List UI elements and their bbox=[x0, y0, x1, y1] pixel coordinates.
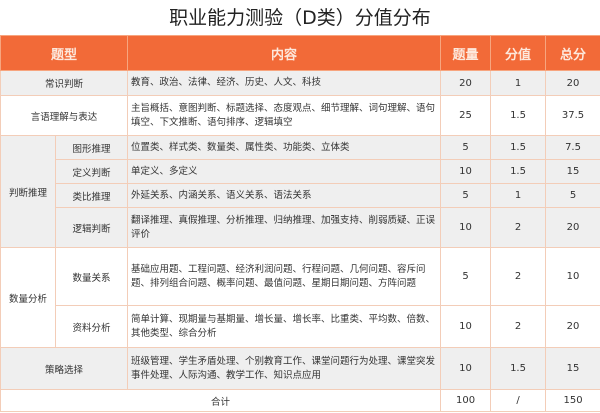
row-count: 5 bbox=[440, 247, 492, 306]
row-count: 25 bbox=[440, 95, 492, 136]
row-total: 10 bbox=[545, 247, 600, 306]
table-row: 常识判断 教育、政治、法律、经济、历史、人文、科技 20 1 20 bbox=[0, 70, 600, 96]
row-content: 主旨概括、意图判断、标题选择、态度观点、细节理解、词句理解、语句填空、下文推断、… bbox=[127, 95, 442, 136]
row-count: 20 bbox=[440, 70, 492, 96]
row-type: 常识判断 bbox=[0, 70, 129, 96]
row-content: 外延关系、内涵关系、语义关系、语法关系 bbox=[127, 183, 442, 208]
row-total: 5 bbox=[545, 183, 600, 208]
table-row: 策略选择 班级管理、学生矛盾处理、个别教育工作、课堂问题行为处理、课堂突发事件处… bbox=[0, 347, 600, 390]
table-row: 定义判断 单定义、多定义 10 1.5 15 bbox=[1, 159, 600, 184]
row-count: 10 bbox=[440, 347, 492, 390]
row-content: 教育、政治、法律、经济、历史、人文、科技 bbox=[127, 70, 442, 96]
row-score: 1.5 bbox=[490, 135, 547, 160]
row-score: 1.5 bbox=[490, 347, 547, 390]
row-total: 7.5 bbox=[545, 135, 600, 160]
row-count: 5 bbox=[440, 135, 492, 160]
footer-label: 合计 bbox=[0, 389, 442, 412]
row-content: 单定义、多定义 bbox=[127, 159, 442, 184]
row-content: 班级管理、学生矛盾处理、个别教育工作、课堂问题行为处理、课堂突发事件处理、人际沟… bbox=[127, 347, 442, 390]
table-row: 逻辑判断 翻译推理、真假推理、分析推理、归纳推理、加强支持、削弱质疑、正误评价 … bbox=[1, 207, 600, 248]
row-total: 20 bbox=[545, 70, 600, 96]
row-content: 位置类、样式类、数量类、属性类、功能类、立体类 bbox=[127, 135, 442, 160]
header-score: 分值 bbox=[490, 35, 547, 71]
row-type: 策略选择 bbox=[0, 347, 129, 390]
row-content: 翻译推理、真假推理、分析推理、归纳推理、加强支持、削弱质疑、正误评价 bbox=[127, 207, 442, 248]
footer-row: 合计 100 / 150 bbox=[0, 389, 600, 412]
row-content: 基础应用题、工程问题、经济利润问题、行程问题、几何问题、容斥问题、排列组合问题、… bbox=[127, 247, 442, 306]
table-row: 言语理解与表达 主旨概括、意图判断、标题选择、态度观点、细节理解、词句理解、语句… bbox=[0, 95, 600, 136]
row-score: 2 bbox=[490, 207, 547, 248]
row-type: 类比推理 bbox=[54, 183, 129, 208]
row-total: 15 bbox=[545, 159, 600, 184]
group-label: 数量分析 bbox=[0, 247, 56, 348]
row-count: 10 bbox=[440, 159, 492, 184]
table-row: 类比推理 外延关系、内涵关系、语义关系、语法关系 5 1 5 bbox=[1, 183, 600, 208]
row-count: 10 bbox=[440, 305, 492, 348]
footer-total: 150 bbox=[545, 389, 600, 412]
row-score: 2 bbox=[490, 305, 547, 348]
row-total: 20 bbox=[545, 207, 600, 248]
header-type: 题型 bbox=[0, 35, 129, 71]
group-label: 判断推理 bbox=[0, 135, 56, 248]
header-row: 题型 内容 题量 分值 总分 bbox=[0, 35, 600, 71]
header-total: 总分 bbox=[545, 35, 600, 71]
footer-count: 100 bbox=[440, 389, 492, 412]
row-total: 15 bbox=[545, 347, 600, 390]
row-content: 简单计算、现期量与基期量、增长量、增长率、比重类、平均数、倍数、其他类型、综合分… bbox=[127, 305, 442, 348]
row-total: 20 bbox=[545, 305, 600, 348]
row-type: 数量关系 bbox=[54, 247, 129, 306]
row-type: 资料分析 bbox=[54, 305, 129, 348]
score-table: 题型 内容 题量 分值 总分 常识判断 教育、政治、法律、经济、历史、人文、科技… bbox=[0, 35, 600, 412]
row-type: 言语理解与表达 bbox=[0, 95, 129, 136]
header-count: 题量 bbox=[440, 35, 492, 71]
row-score: 1.5 bbox=[490, 95, 547, 136]
row-score: 1 bbox=[490, 183, 547, 208]
page-title: 职业能力测验（D类）分值分布 bbox=[169, 7, 431, 29]
row-score: 1.5 bbox=[490, 159, 547, 184]
table-row: 数量分析 数量关系 基础应用题、工程问题、经济利润问题、行程问题、几何问题、容斥… bbox=[0, 247, 600, 348]
row-score: 2 bbox=[490, 247, 547, 306]
row-type: 定义判断 bbox=[54, 159, 129, 184]
table-row: 判断推理 图形推理 位置类、样式类、数量类、属性类、功能类、立体类 5 1.5 … bbox=[0, 135, 600, 248]
table-row: 资料分析 简单计算、现期量与基期量、增长量、增长率、比重类、平均数、倍数、其他类… bbox=[1, 305, 600, 348]
row-total: 37.5 bbox=[545, 95, 600, 136]
footer-score: / bbox=[490, 389, 547, 412]
row-score: 1 bbox=[490, 70, 547, 96]
row-count: 10 bbox=[440, 207, 492, 248]
row-type: 图形推理 bbox=[54, 135, 129, 160]
row-count: 5 bbox=[440, 183, 492, 208]
row-type: 逻辑判断 bbox=[54, 207, 129, 248]
header-content: 内容 bbox=[127, 35, 442, 71]
